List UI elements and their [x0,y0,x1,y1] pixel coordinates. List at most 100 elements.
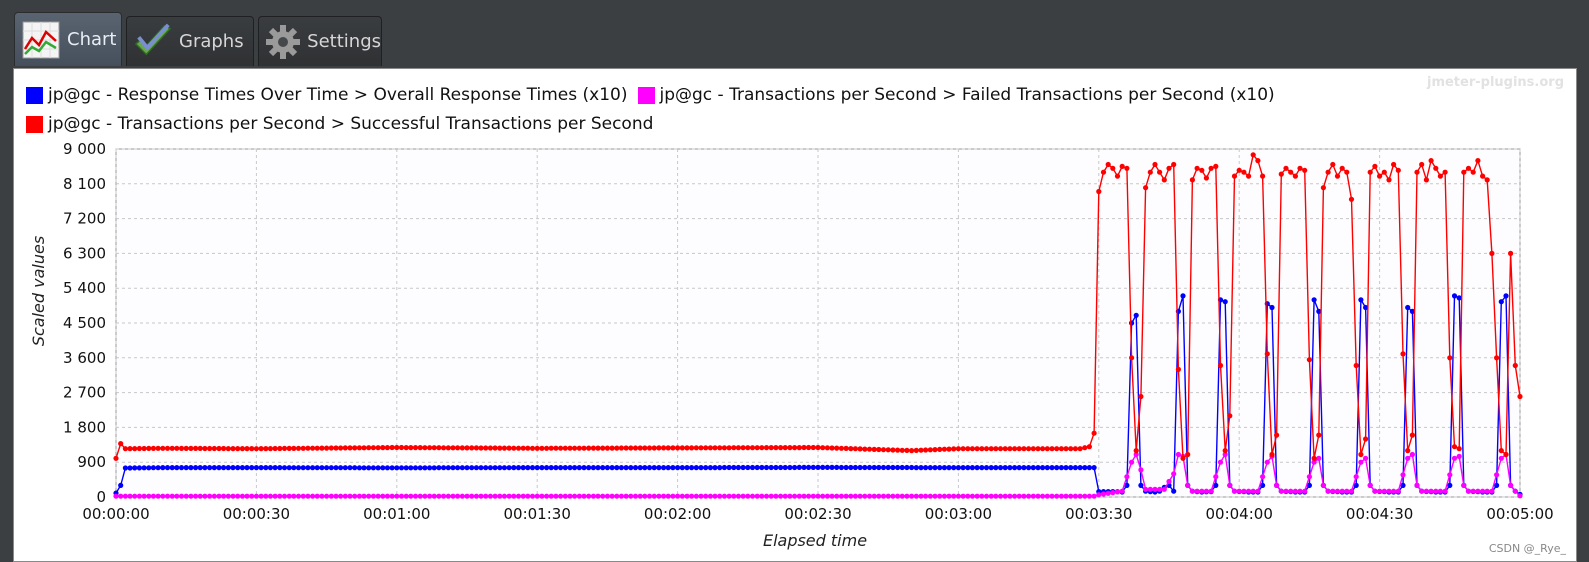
data-point [885,447,891,453]
data-point [679,493,685,499]
data-point [923,493,929,499]
data-point [501,493,507,499]
data-point [1213,482,1219,488]
data-point [483,465,489,471]
data-point [1334,173,1341,179]
data-point [211,493,217,499]
data-point [188,493,194,499]
data-point [979,446,985,452]
data-point [1353,362,1359,369]
data-point [857,493,863,499]
data-point [623,493,629,499]
tab-graphs[interactable]: Graphs [126,16,254,66]
data-point [1348,488,1355,494]
tab-chart[interactable]: Chart [14,12,122,66]
data-point [506,493,512,499]
data-point [801,464,807,470]
data-point [356,445,362,451]
data-point [1189,488,1195,494]
data-point [155,465,161,471]
data-point [1264,459,1270,465]
data-point [436,445,442,451]
data-point [1241,488,1247,494]
data-point [188,445,194,451]
data-point [1456,453,1462,459]
data-point [740,445,746,451]
legend-label: jp@gc - Response Times Over Time > Overa… [48,85,628,105]
data-point [866,446,873,452]
data-point [778,493,784,499]
data-point [820,493,826,499]
data-point [754,464,760,471]
data-point [1161,486,1167,492]
data-point [155,493,161,499]
data-point [918,447,924,453]
data-point [576,493,582,499]
data-point [169,445,175,451]
data-point [281,445,288,451]
data-point [347,445,353,451]
data-point [955,493,962,499]
data-point [1035,446,1041,452]
data-point [408,465,414,471]
data-point [244,493,250,499]
data-point [127,465,133,471]
data-point [1208,165,1214,171]
data-point [618,445,625,451]
data-point [1405,304,1411,311]
data-point [398,444,405,451]
data-point [520,445,526,451]
data-point [342,493,348,499]
data-point [534,493,540,499]
data-point [1442,169,1448,175]
data-point [1030,465,1036,471]
data-point [1199,167,1205,173]
data-point [1512,488,1518,494]
data-point [735,445,742,451]
data-point [899,464,905,471]
data-point [1386,488,1392,494]
data-point [834,445,840,451]
data-point [417,493,423,499]
x-axis-label: Elapsed time [763,531,867,550]
data-point [1480,488,1486,494]
data-point [464,465,470,471]
data-point [1428,158,1434,164]
tab-settings[interactable]: Settings [258,16,382,66]
data-point [370,493,376,499]
data-point [731,493,737,499]
data-point [394,465,400,471]
data-point [169,465,175,471]
data-point [492,445,498,451]
data-point [370,465,376,471]
data-point [300,445,306,451]
data-point [520,465,526,471]
data-point [614,493,620,499]
data-point [880,464,887,471]
data-point [820,464,826,470]
data-point [609,493,615,499]
data-point [904,493,910,499]
data-point [661,445,667,451]
data-point [1250,488,1256,494]
data-point [768,445,774,451]
data-point [689,445,695,451]
x-tick-label: 00:03:00 [925,505,992,523]
data-point [609,465,615,471]
data-point [1306,482,1312,488]
data-point [983,465,990,471]
data-point [384,445,390,451]
data-point [618,493,625,499]
data-point [866,464,873,471]
data-point [291,465,297,471]
data-point [567,445,573,451]
data-point [768,493,774,499]
data-point [487,493,493,499]
data-point [286,493,292,499]
data-point [913,447,919,453]
y-axis-label: Scaled values [29,236,48,346]
data-point [778,464,784,471]
data-point [684,465,690,471]
data-point [1035,465,1041,471]
data-point [272,465,278,471]
